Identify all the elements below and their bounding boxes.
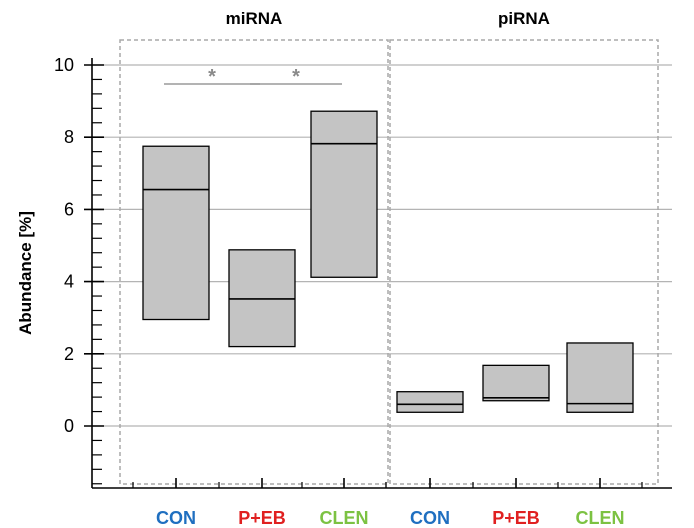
y-tick-label-10: 10 <box>54 55 74 75</box>
box-pirna-clen <box>566 342 634 413</box>
y-tick-label-8: 8 <box>64 127 74 147</box>
box-mirna-con <box>142 145 210 321</box>
box-pirna-con <box>396 391 464 413</box>
x-tick-label-pirna-con: CON <box>410 508 450 528</box>
y-tick-label-4: 4 <box>64 272 74 292</box>
panel-title-pirna: piRNA <box>498 9 550 28</box>
y-tick-label-6: 6 <box>64 199 74 219</box>
significance-star-1: * <box>208 66 216 88</box>
x-tick-label-mirna-peb: P+EB <box>238 508 286 528</box>
panel-frame-pirna <box>389 39 659 485</box>
y-tick-label-0: 0 <box>64 416 74 436</box>
significance-markers: * * <box>164 66 342 88</box>
box-pirna-peb <box>482 364 550 402</box>
x-tick-label-pirna-peb: P+EB <box>492 508 540 528</box>
significance-star-2: * <box>292 66 300 88</box>
x-tick-label-mirna-con: CON <box>156 508 196 528</box>
panel-frames <box>119 39 659 485</box>
panel-frame-mirna <box>119 39 389 485</box>
panel-title-mirna: miRNA <box>226 9 283 28</box>
y-axis-title: Abundance [%] <box>16 211 35 335</box>
x-tick-label-mirna-clen: CLEN <box>320 508 369 528</box>
labels: miRNA piRNA 10 8 6 4 2 0 Abundance [%] CON P+EB CLE… <box>16 9 625 528</box>
y-tick-label-2: 2 <box>64 344 74 364</box>
y-axis <box>84 58 672 489</box>
box-mirna-clen <box>310 110 378 278</box>
x-tick-label-pirna-clen: CLEN <box>576 508 625 528</box>
boxes <box>142 110 634 413</box>
